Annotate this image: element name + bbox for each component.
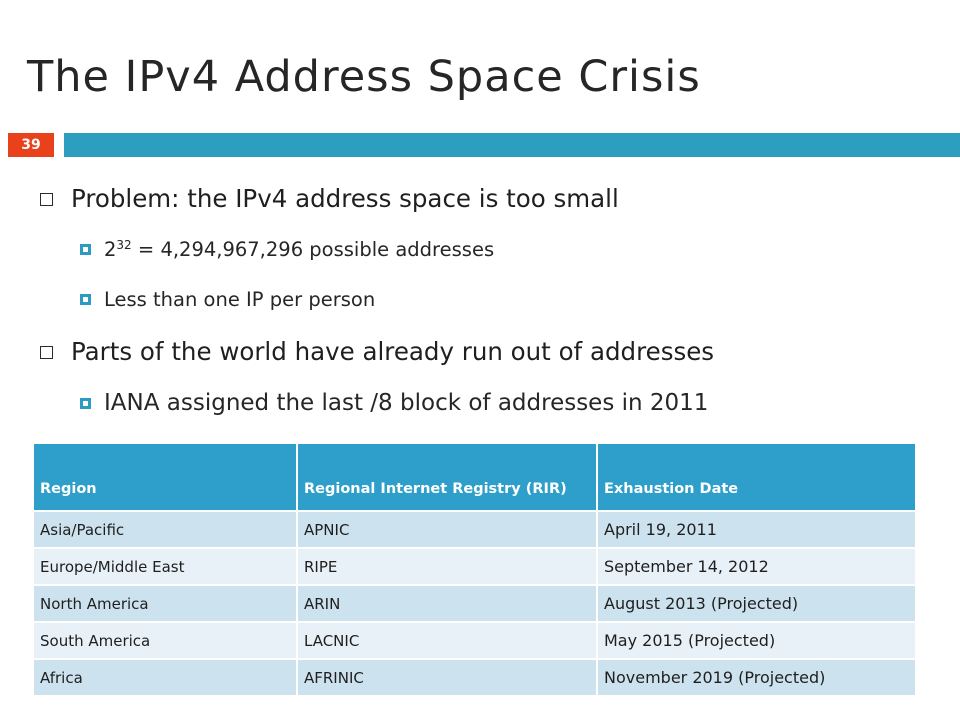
bullet-text: Problem: the IPv4 address space is too s… [71,184,619,213]
bullet-run-out: Parts of the world have already run out … [40,337,714,366]
slide-title: The IPv4 Address Space Crisis [27,52,701,102]
table-header-row: Region Regional Internet Registry (RIR) … [34,444,917,511]
filled-square-icon [80,244,91,255]
cell-exhaustion-date: November 2019 (Projected) [597,658,917,695]
bullet-address-count: 232 = 4,294,967,296 possible addresses [80,238,494,261]
cell-exhaustion-date: September 14, 2012 [597,547,917,585]
power-base: 2 [104,238,117,261]
cell-exhaustion-date: August 2013 (Projected) [597,584,917,622]
column-header-exhaustion-date: Exhaustion Date [597,444,917,511]
cell-rir: ARIN [297,584,598,622]
bullet-text: Less than one IP per person [104,288,376,311]
table-row: Africa AFRINIC November 2019 (Projected) [34,658,917,695]
cell-rir: RIPE [297,547,598,585]
cell-region: South America [34,621,298,659]
cell-exhaustion-date: May 2015 (Projected) [597,621,917,659]
column-header-region: Region [34,444,298,511]
slide-number: 39 [8,133,54,157]
bullet-text: 232 = 4,294,967,296 possible addresses [104,238,494,261]
table-row: Europe/Middle East RIPE September 14, 20… [34,547,917,585]
rir-exhaustion-table: Region Regional Internet Registry (RIR) … [34,444,917,695]
accent-band [64,133,960,157]
table-row: North America ARIN August 2013 (Projecte… [34,584,917,622]
bullet-text-rest: = 4,294,967,296 possible addresses [131,238,495,261]
bullet-iana: IANA assigned the last /8 block of addre… [80,390,708,416]
filled-square-icon [80,397,91,409]
cell-region: Africa [34,658,298,695]
cell-rir: LACNIC [297,621,598,659]
header-bar: 39 [0,133,960,157]
bullet-per-person: Less than one IP per person [80,288,375,311]
cell-region: Asia/Pacific [34,510,298,548]
table-row: South America LACNIC May 2015 (Projected… [34,621,917,659]
bullet-text: IANA assigned the last /8 block of addre… [104,390,709,416]
filled-square-icon [80,294,91,305]
bullet-text: Parts of the world have already run out … [71,337,715,366]
cell-region: Europe/Middle East [34,547,298,585]
bullet-problem: Problem: the IPv4 address space is too s… [40,184,619,213]
hollow-square-icon [40,346,53,359]
column-header-rir: Regional Internet Registry (RIR) [297,444,598,511]
power-exponent: 32 [116,238,132,252]
cell-region: North America [34,584,298,622]
cell-rir: AFRINIC [297,658,598,695]
hollow-square-icon [40,193,53,206]
cell-exhaustion-date: April 19, 2011 [597,510,917,548]
cell-rir: APNIC [297,510,598,548]
table-row: Asia/Pacific APNIC April 19, 2011 [34,510,917,548]
